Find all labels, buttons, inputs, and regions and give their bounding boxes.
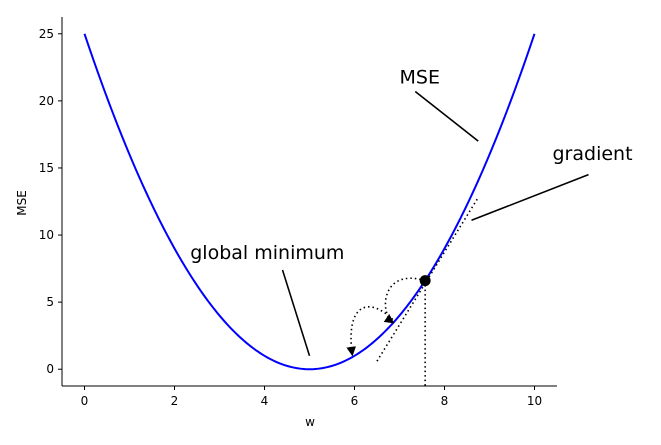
annotation-pointer-line <box>471 173 589 222</box>
y-tick-label: 0 <box>46 362 54 376</box>
y-axis-label: MSE <box>15 190 29 216</box>
y-tick-label: 25 <box>39 27 54 41</box>
descent-step-arrow <box>346 306 394 357</box>
axes <box>61 17 557 387</box>
annotation-label: global minimum <box>190 242 344 264</box>
annotation-pointer-line <box>414 90 479 142</box>
x-tick-label: 4 <box>261 394 269 408</box>
mse-curve-line <box>83 33 536 371</box>
descent-step-arrow <box>383 277 426 324</box>
plot-area <box>83 33 536 386</box>
annotation-label: MSE <box>400 66 440 88</box>
x-axis-label: w <box>305 415 315 429</box>
x-tick-label: 6 <box>351 394 359 408</box>
y-tick-label: 10 <box>39 228 54 242</box>
annotation-pointer-line <box>281 269 311 357</box>
y-tick-label: 15 <box>39 161 54 175</box>
x-tick-label: 10 <box>527 394 542 408</box>
current-point-marker <box>419 275 431 287</box>
x-tick-label: 2 <box>171 394 179 408</box>
gradient-tangent-line <box>376 197 479 362</box>
x-tick-label: 8 <box>441 394 449 408</box>
y-tick-label: 20 <box>39 94 54 108</box>
y-tick-label: 5 <box>46 295 54 309</box>
annotations: MSE gradient global minimum <box>190 66 633 357</box>
annotation-label: gradient <box>553 143 633 165</box>
x-tick-label: 0 <box>81 394 89 408</box>
ticks: 0 2 4 6 8 10 0 5 10 15 20 25 <box>39 27 542 408</box>
